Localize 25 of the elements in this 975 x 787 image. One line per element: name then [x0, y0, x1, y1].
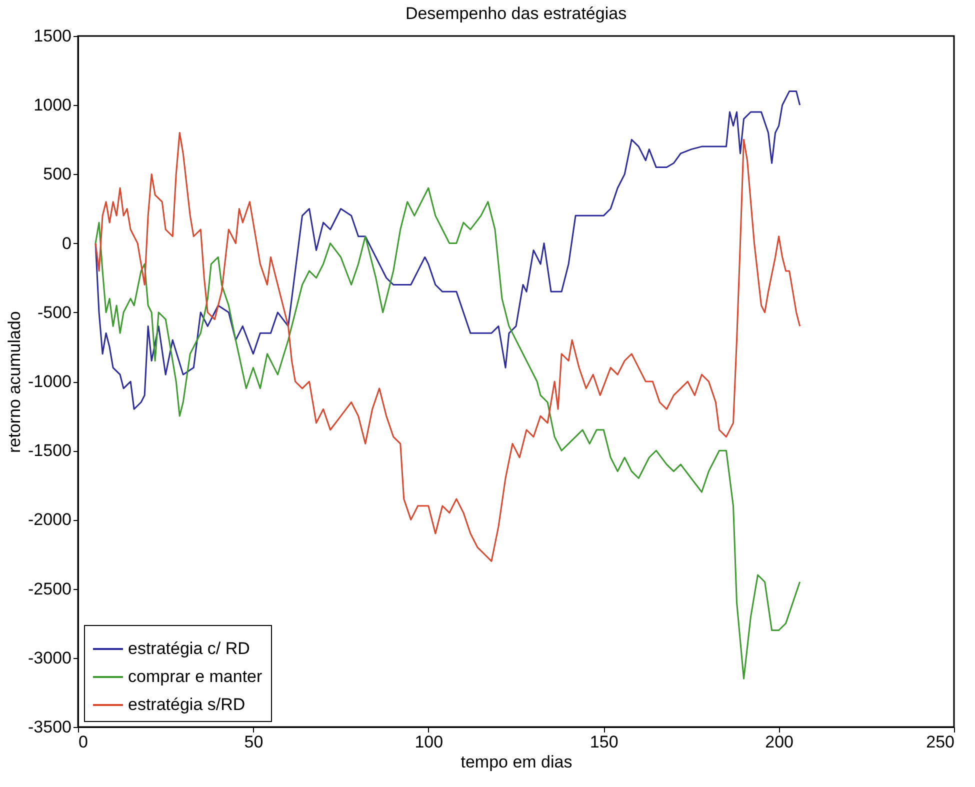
x-tick-label: 250 — [926, 732, 954, 752]
x-tick-label: 0 — [78, 732, 88, 752]
legend-label: estratégia c/ RD — [128, 639, 250, 658]
x-axis-title: tempo em dias — [460, 752, 572, 772]
x-tick-label: 200 — [765, 732, 794, 752]
line-series — [94, 90, 801, 410]
y-tick-label: 1500 — [34, 26, 72, 46]
chart-title: Desempenho das estratégias — [405, 4, 627, 23]
x-tick-label: 50 — [244, 732, 264, 752]
x-tick-label: 100 — [414, 732, 444, 752]
x-tick-label: 150 — [590, 732, 618, 752]
y-tick-label: 500 — [43, 164, 72, 184]
legend-label: comprar e manter — [128, 667, 262, 686]
y-tick-label: 1000 — [34, 96, 72, 115]
y-tick-label: -2500 — [28, 579, 72, 598]
y-tick-label: -3000 — [28, 648, 72, 668]
y-tick-label: -2000 — [28, 510, 72, 530]
y-tick-label: -500 — [37, 302, 72, 322]
y-tick-label: -3500 — [28, 718, 72, 736]
y-tick-label: 0 — [62, 234, 72, 253]
y-tick-label: -1500 — [28, 441, 72, 460]
line-series — [94, 132, 801, 562]
legend-label: estratégia s/RD — [128, 695, 246, 714]
y-axis-title: retorno acumulado — [5, 311, 24, 453]
y-tick-label: -1000 — [28, 372, 72, 391]
